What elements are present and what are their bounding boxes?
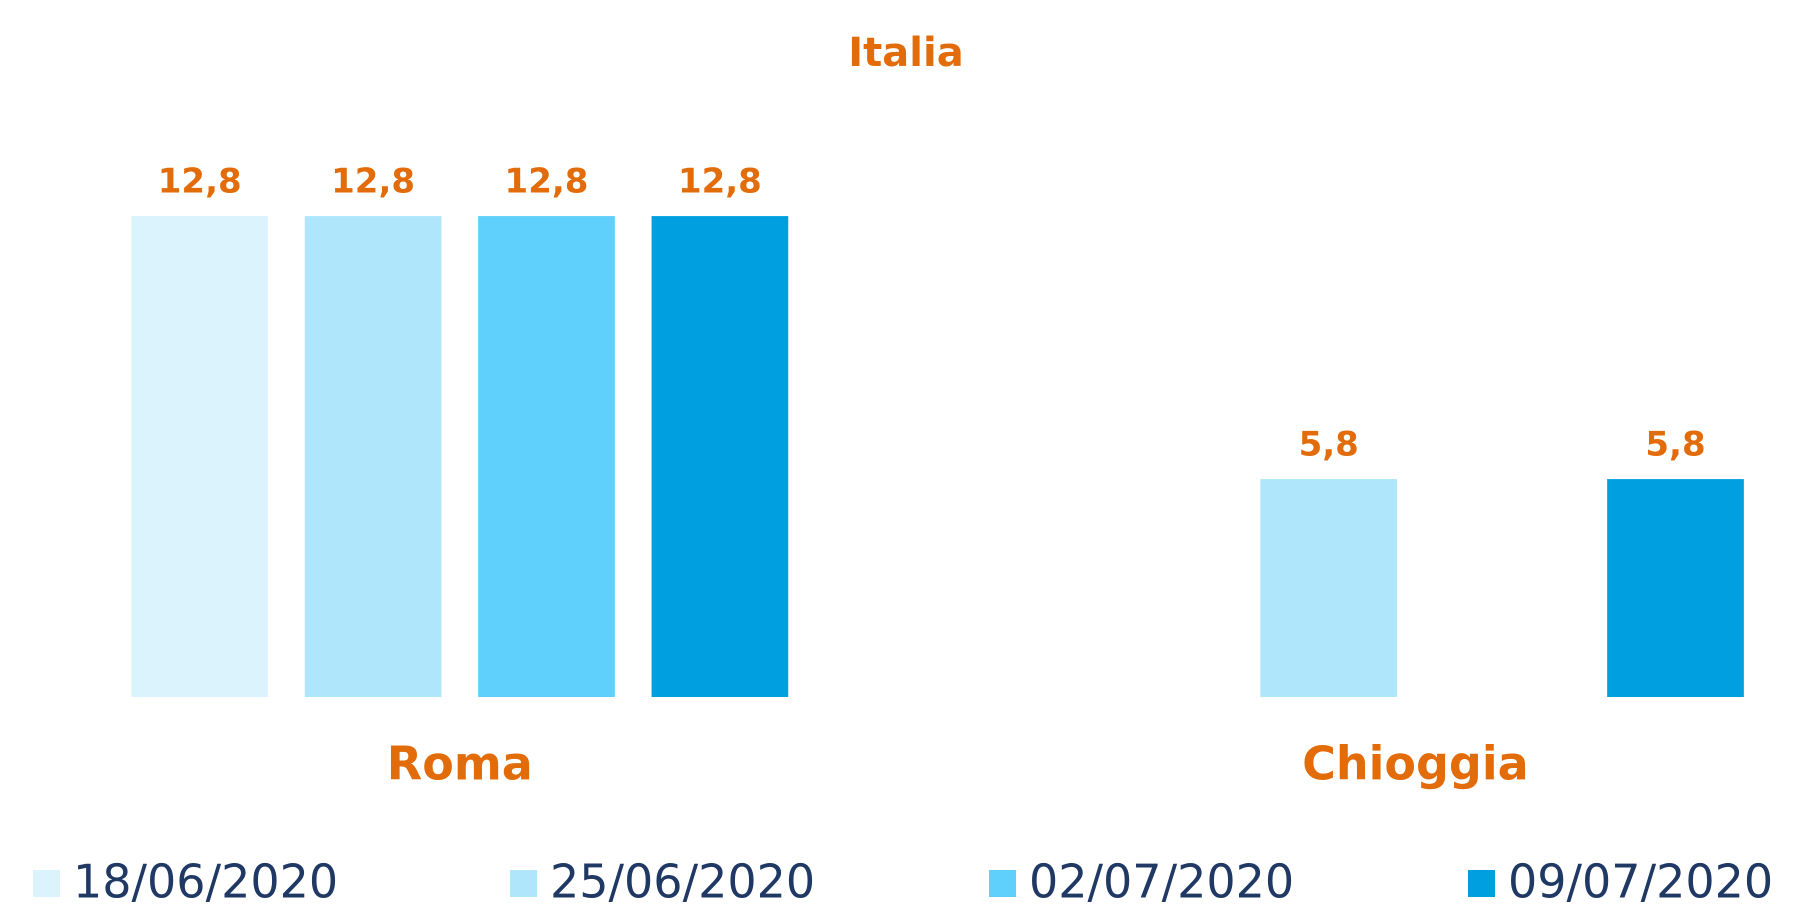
value-label: 5,8 [1299,425,1359,465]
value-label: 12,8 [678,162,762,202]
legend-swatch [1468,870,1495,897]
category-label: Chioggia [1302,737,1529,791]
legend-label: 25/06/2020 [550,855,815,906]
bar [131,216,269,698]
value-label: 12,8 [331,162,415,202]
value-label: 5,8 [1645,425,1705,465]
chart-title: Italia [848,30,963,76]
bar [1260,479,1398,697]
legend-label: 02/07/2020 [1029,855,1294,906]
bar [478,216,615,698]
legend-swatch [510,870,537,897]
value-label: 12,8 [158,162,242,202]
category-label: Roma [387,737,533,791]
bar [1607,479,1744,697]
legend-label: 18/06/2020 [73,855,338,906]
legend-swatch [989,870,1016,897]
legend-label: 09/07/2020 [1508,855,1773,906]
bar [651,216,789,698]
legend-swatch [33,870,60,897]
bar [304,216,442,698]
value-label: 12,8 [505,162,589,202]
